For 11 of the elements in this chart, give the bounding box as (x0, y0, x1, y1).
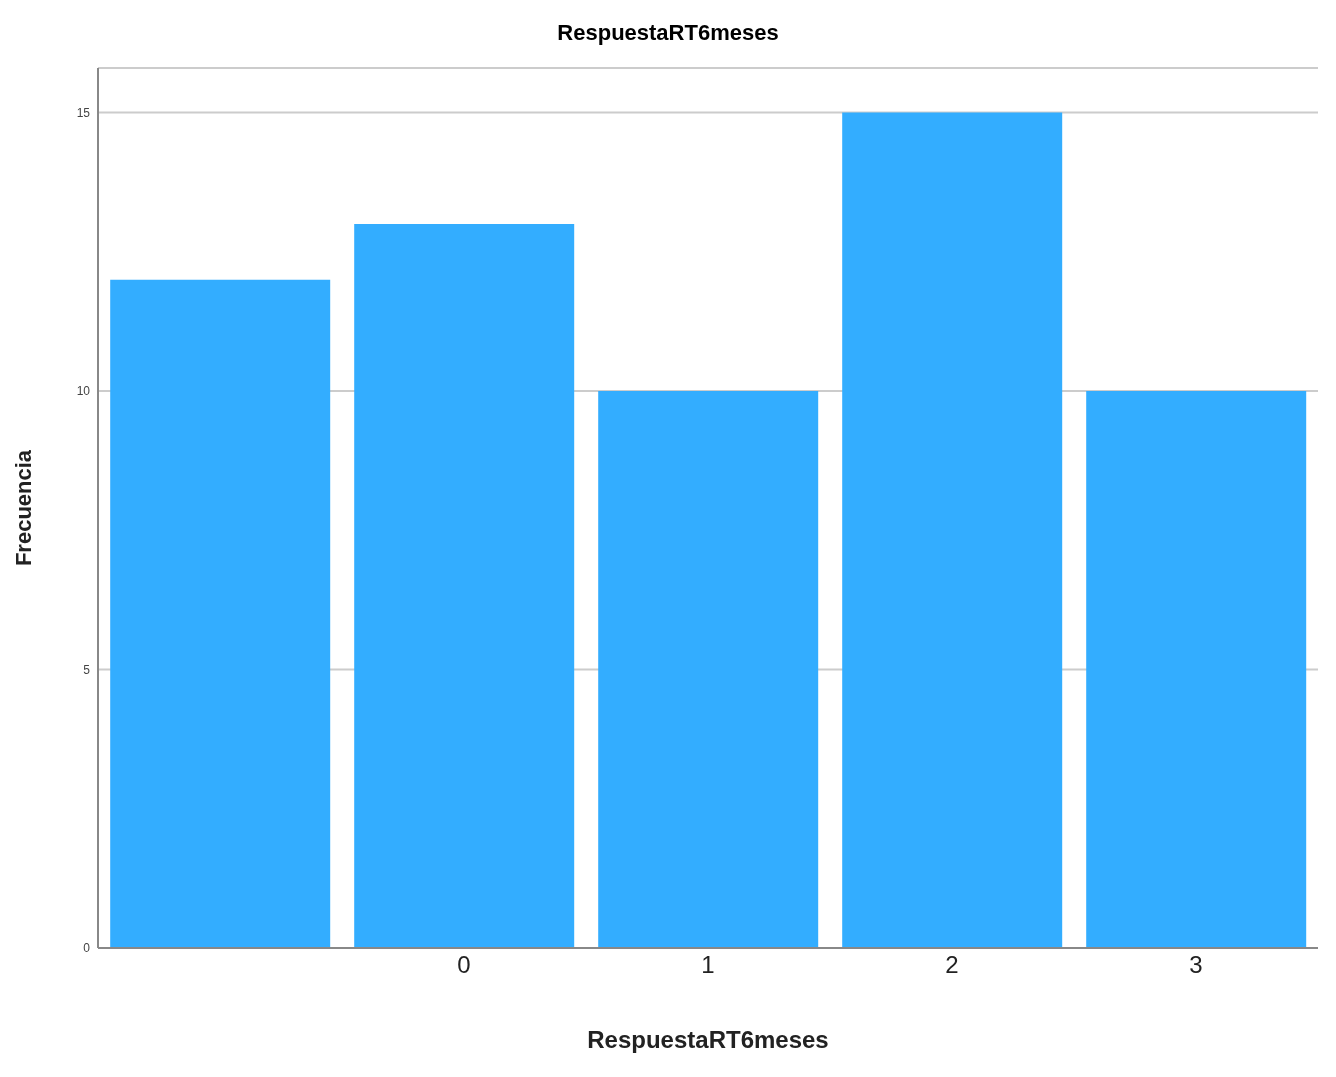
y-axis-title: Frecuencia (10, 449, 36, 567)
y-tick-label: 15 (76, 105, 91, 120)
x-tick-label: 3 (1189, 951, 1203, 979)
x-tick-label: 2 (945, 951, 959, 979)
x-tick-label: 0 (457, 951, 471, 979)
x-tick-label: 1 (701, 951, 715, 979)
chart-title: RespuestaRT6meses (556, 19, 780, 47)
x-axis-title: RespuestaRT6meses (587, 1026, 829, 1053)
y-tick-label: 5 (83, 662, 91, 677)
y-tick-label: 0 (83, 941, 91, 956)
y-tick-label: 10 (76, 384, 91, 399)
